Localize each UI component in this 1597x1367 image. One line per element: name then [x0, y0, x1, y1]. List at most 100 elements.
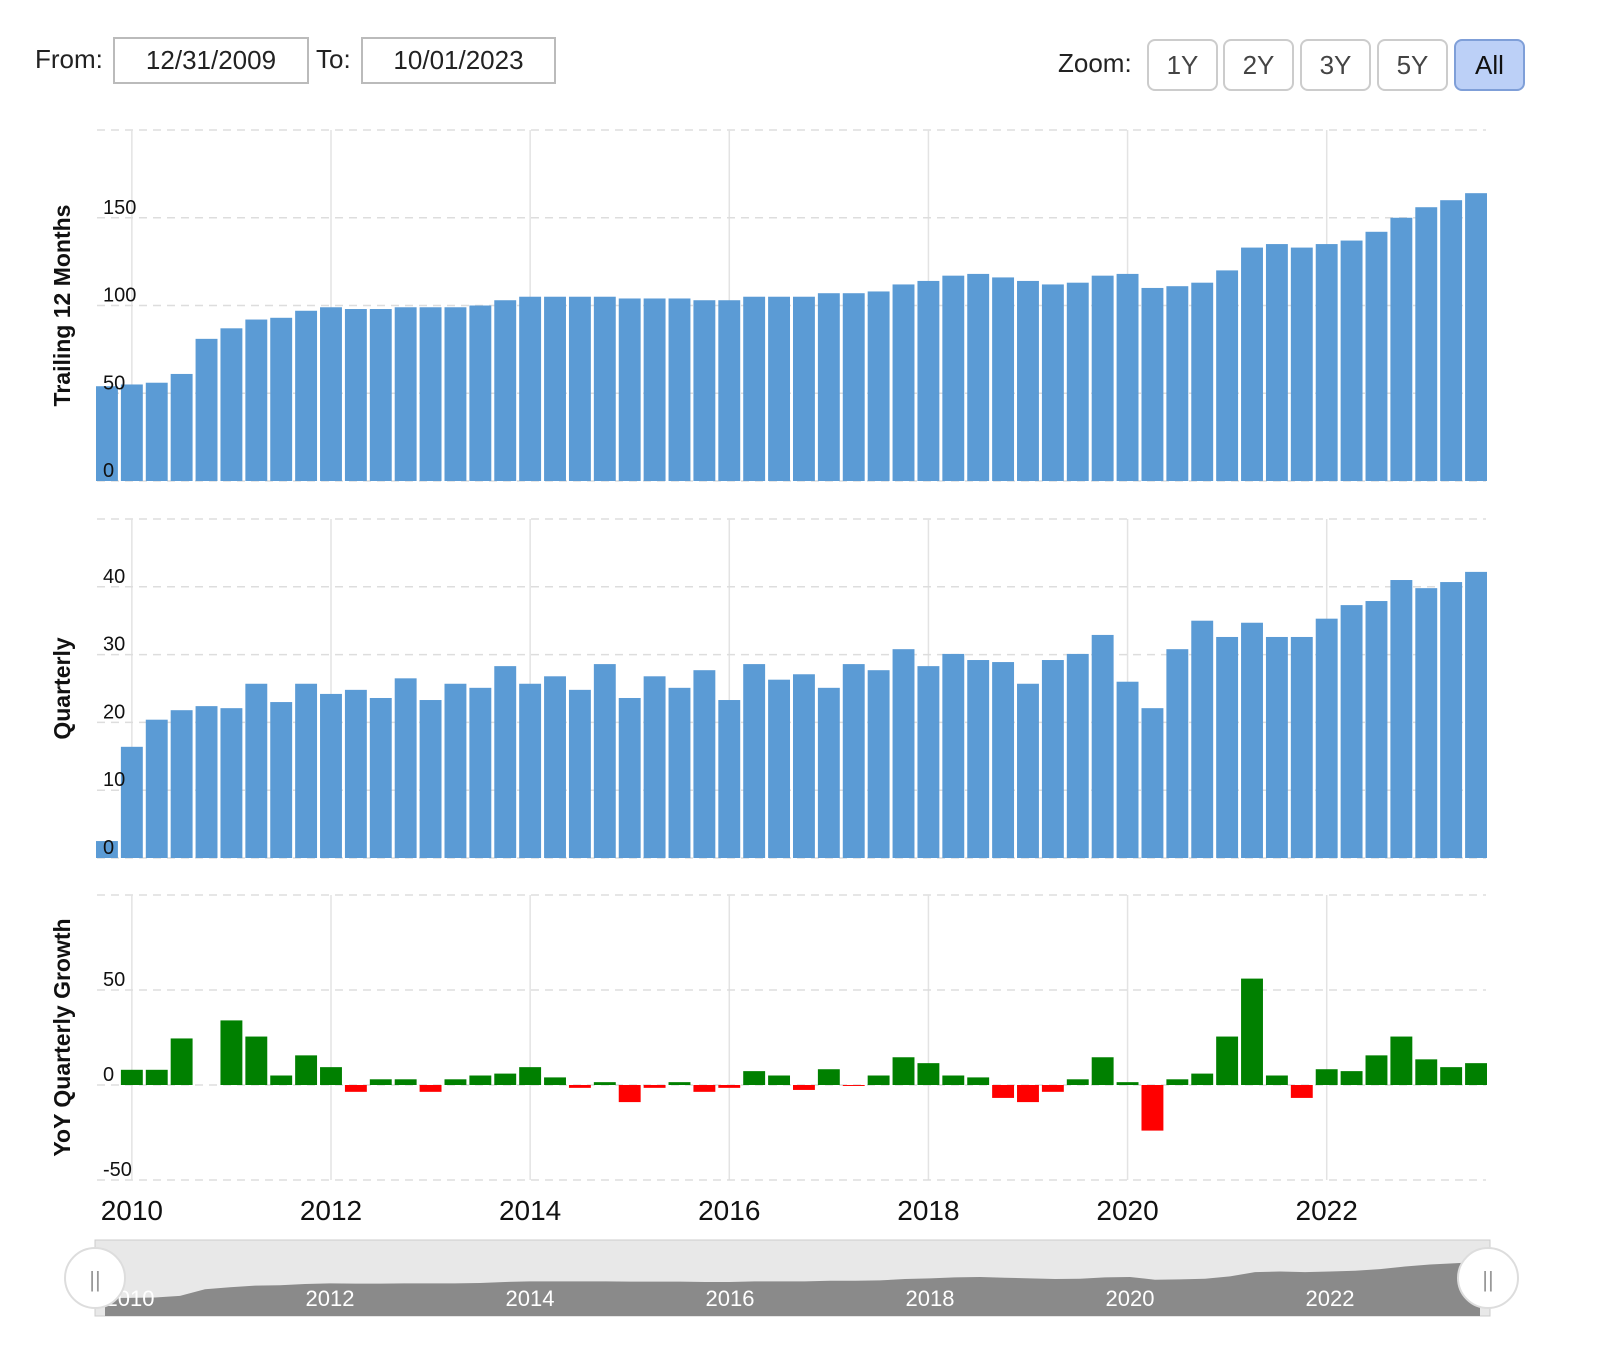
- bar: [1265, 636, 1288, 858]
- bar: [842, 293, 865, 481]
- x-tick-label: 2014: [499, 1195, 561, 1226]
- bar: [668, 687, 691, 858]
- bar: [1440, 1067, 1463, 1085]
- bar: [992, 1085, 1015, 1098]
- y-axis-title: Trailing 12 Months: [49, 205, 75, 407]
- bar: [220, 1020, 243, 1085]
- bar: [320, 1067, 342, 1085]
- bar: [1017, 1085, 1039, 1103]
- bar: [1166, 1079, 1189, 1085]
- bar: [1290, 1085, 1313, 1098]
- bar: [394, 678, 417, 858]
- bar: [270, 1075, 293, 1085]
- bar: [170, 1038, 193, 1085]
- to-input[interactable]: 10/01/2023: [361, 37, 556, 84]
- bar: [792, 674, 815, 858]
- bar: [220, 328, 243, 481]
- y-tick-label: 10: [103, 769, 125, 791]
- bar: [1041, 660, 1064, 858]
- bar: [1241, 247, 1263, 481]
- bar: [1116, 1082, 1139, 1085]
- bar: [1091, 1057, 1114, 1085]
- navigator-label: 2018: [906, 1286, 955, 1311]
- bar: [519, 683, 542, 858]
- y-tick-label: 50: [103, 969, 125, 991]
- x-tick-label: 2010: [101, 1195, 163, 1226]
- y-tick-label: 100: [103, 285, 136, 307]
- bar: [992, 277, 1015, 481]
- navigator-label: 2020: [1106, 1286, 1155, 1311]
- bar: [867, 670, 890, 858]
- bar: [544, 1077, 566, 1085]
- bar: [444, 683, 467, 858]
- bar: [1141, 287, 1164, 481]
- bar: [369, 697, 392, 858]
- navigator-handle-grip: ||: [89, 1267, 100, 1292]
- bar: [1340, 1071, 1363, 1085]
- bar: [668, 298, 691, 481]
- bar: [419, 307, 442, 481]
- bar: [718, 300, 741, 481]
- navigator-label: 2012: [306, 1286, 355, 1311]
- zoom-button[interactable]: 1Y: [1147, 39, 1218, 91]
- bar: [693, 1085, 716, 1092]
- from-input[interactable]: 12/31/2009: [113, 37, 309, 84]
- x-tick-label: 2020: [1096, 1195, 1158, 1226]
- bar: [320, 307, 342, 481]
- zoom-button[interactable]: 5Y: [1377, 39, 1448, 91]
- bar: [593, 296, 616, 481]
- bar: [1265, 1075, 1288, 1085]
- bar: [842, 664, 865, 858]
- bar: [917, 280, 940, 481]
- from-label: From:: [35, 44, 103, 74]
- y-tick-label: 0: [103, 460, 114, 482]
- bar: [245, 319, 268, 481]
- bar: [743, 1071, 766, 1085]
- bar: [1340, 240, 1363, 481]
- zoom-button[interactable]: 2Y: [1223, 39, 1294, 91]
- bar: [942, 275, 965, 481]
- zoom-button[interactable]: 3Y: [1300, 39, 1371, 91]
- navigator-handle[interactable]: [1457, 1247, 1519, 1309]
- bar: [145, 1069, 168, 1085]
- bar: [693, 300, 716, 481]
- bar: [469, 687, 492, 858]
- x-tick-label: 2012: [300, 1195, 362, 1226]
- bar: [568, 296, 591, 481]
- bar: [1166, 286, 1189, 481]
- bar: [369, 309, 392, 481]
- bar: [792, 1085, 815, 1090]
- bar: [419, 1085, 442, 1092]
- y-tick-label: 150: [103, 197, 136, 219]
- bar: [344, 309, 367, 481]
- bar: [394, 307, 417, 481]
- bar: [1390, 580, 1413, 858]
- bar: [1290, 636, 1313, 858]
- bar: [792, 296, 815, 481]
- zoom-button[interactable]: All: [1454, 39, 1525, 91]
- bar: [668, 1082, 691, 1085]
- bar: [1465, 1063, 1487, 1085]
- bar: [1116, 681, 1139, 858]
- x-tick-label: 2016: [698, 1195, 760, 1226]
- bar: [344, 1085, 367, 1092]
- bar: [743, 664, 766, 858]
- bar: [120, 1069, 143, 1085]
- bar: [444, 1079, 467, 1085]
- navigator-label: 2016: [706, 1286, 755, 1311]
- bar: [344, 689, 367, 858]
- bar: [1241, 978, 1263, 1085]
- navigator-handle-grip: ||: [1482, 1267, 1493, 1292]
- bar: [245, 683, 268, 858]
- bar: [768, 1075, 791, 1085]
- bar: [1216, 636, 1239, 858]
- y-axis-title: Quarterly: [49, 637, 75, 739]
- bar: [544, 296, 566, 481]
- bar: [1315, 1069, 1338, 1085]
- navigator-handle[interactable]: [64, 1247, 126, 1309]
- bar: [120, 384, 143, 481]
- bar: [1315, 618, 1338, 858]
- bar: [1365, 1055, 1388, 1085]
